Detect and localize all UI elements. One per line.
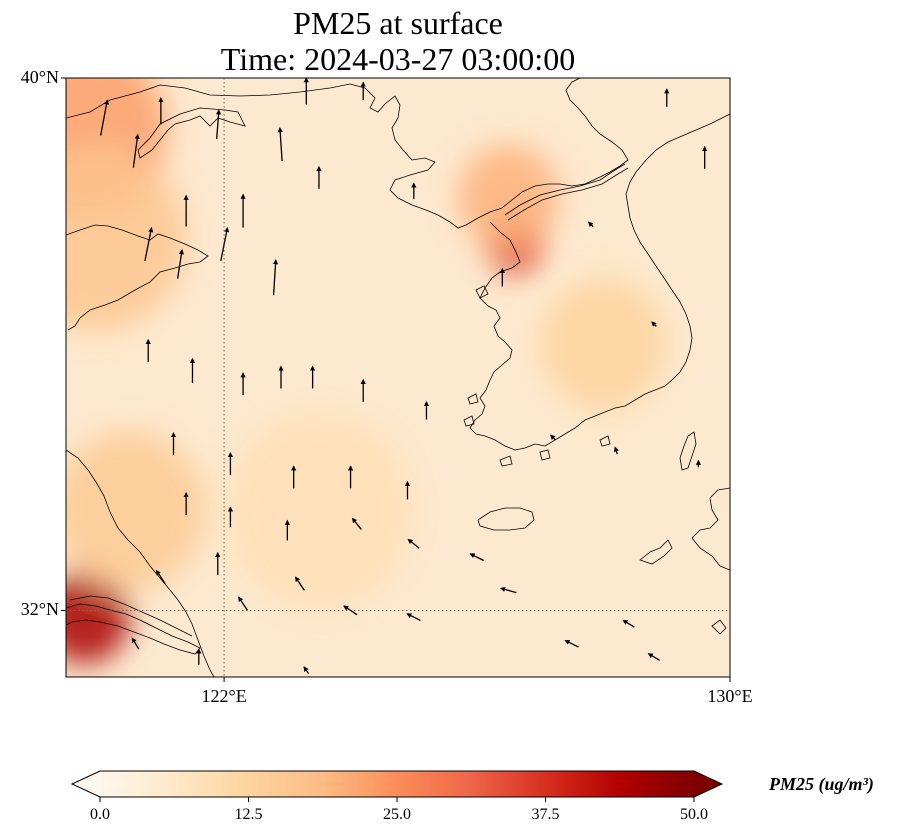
pm25-hotspot (540, 277, 667, 411)
map-title: PM25 at surface (293, 5, 503, 41)
wind-arrow (272, 259, 279, 296)
colorbar-tick-label: 12.5 (234, 806, 263, 823)
pm25-hotspot (458, 144, 560, 252)
wind-arrow (406, 613, 421, 621)
wind-arrow (343, 605, 358, 616)
pm25-hotspot (66, 570, 130, 664)
wind-arrow (647, 653, 660, 661)
wind-arrow (564, 639, 579, 648)
colorbar-tick-label: 25.0 (383, 806, 411, 823)
colorbar-tick-label: 50.0 (680, 806, 708, 823)
wind-arrow (215, 109, 222, 139)
map-frame (65, 77, 731, 678)
wind-arrow (132, 133, 140, 168)
pm25-hotspot (224, 410, 414, 611)
pm25-hotspot (66, 430, 206, 591)
wind-arrow (295, 576, 305, 591)
colorbar-tick-marks (99, 797, 695, 802)
wind-arrow (651, 321, 657, 327)
wind-arrow (100, 99, 110, 136)
colorbar-body (100, 771, 694, 797)
lat-tick-label: 40°N (20, 67, 59, 87)
wind-arrow (549, 434, 556, 441)
wind-arrow (238, 596, 249, 611)
wind-arrow (351, 517, 362, 530)
colorbar-label: PM25 (ug/m³) (769, 774, 874, 795)
wind-arrow (144, 226, 154, 262)
wind-arrow (499, 586, 517, 594)
wind-vectors (100, 78, 708, 675)
wind-arrow (622, 619, 635, 628)
pm25-hotspot (66, 144, 187, 331)
wind-arrow (176, 249, 184, 279)
pm25-hotspots (66, 78, 667, 664)
lon-tick-label: 130°E (707, 686, 753, 706)
gridlines (66, 78, 730, 677)
wind-arrow (131, 637, 140, 650)
wind-arrow (407, 538, 420, 549)
wind-arrow (277, 127, 283, 162)
wind-arrow (155, 569, 166, 585)
coastlines (66, 78, 730, 677)
colorbar-extend-max (694, 771, 722, 797)
wind-arrow (587, 221, 594, 228)
axis-ticks (61, 77, 731, 682)
wind-arrow (220, 226, 230, 262)
wind-arrow (613, 446, 619, 455)
colorbar-extend-min (72, 771, 100, 797)
map-panel (66, 78, 730, 677)
colorbar (70, 770, 724, 802)
wind-arrow (303, 666, 310, 675)
map-time-stamp: Time: 2024-03-27 03:00:00 (220, 41, 576, 77)
lon-tick-label: 122°E (201, 686, 247, 706)
wind-arrow (469, 553, 484, 562)
lat-tick-label: 32°N (20, 599, 59, 620)
colorbar-label-text: PM25 (ug/m³) (769, 774, 874, 794)
colorbar-tick-label: 0.0 (90, 806, 110, 823)
colorbar-tick-label: 37.5 (531, 806, 560, 823)
